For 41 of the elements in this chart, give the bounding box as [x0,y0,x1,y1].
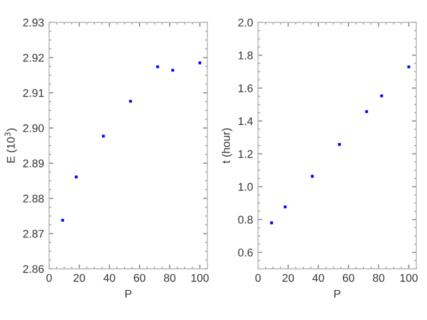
x-tick-label: 0 [255,274,261,282]
y-tick-label: 2.93 [23,18,44,27]
y-tick-label: 0.8 [238,216,253,224]
x-tick-label: 20 [282,274,294,282]
x-tick-label: 80 [372,274,384,282]
point [129,100,132,103]
x-tick-label: 40 [312,274,324,282]
y-tick-label: 2.90 [23,124,44,132]
point [338,143,341,146]
y-tick-label: 0.6 [238,248,253,257]
x-tick-label: 80 [164,274,176,282]
x-tick-label: 60 [342,274,354,282]
x-axis-title: P [334,290,340,298]
y-tick-label: 1.8 [238,52,253,60]
y-axis-title: t (hour) [222,128,232,164]
x-tick-label: 20 [74,274,85,282]
x-tick-label: 100 [191,274,209,282]
y-tick-label: 2.91 [23,89,44,97]
point [365,110,368,113]
x-tick-label: 100 [400,274,418,282]
point [74,176,78,178]
y-tick-label: 2.86 [23,265,44,273]
y-tick-label: 1.4 [238,117,253,125]
x-axis-title: P [125,290,132,298]
point [284,205,287,208]
y-tick-label: 2.88 [23,194,44,203]
y-tick-label: 2.0 [238,18,253,27]
y-tick-label: 2.89 [23,159,44,168]
x-tick-label: 0 [46,274,52,282]
point [198,61,202,64]
y-tick-label: 1.6 [238,84,253,92]
y-tick-label: 1.0 [238,182,253,191]
y-tick-label: 1.2 [238,150,253,158]
y-axis-title: E (10$^{3}$) [4,128,17,163]
point [102,134,105,138]
point [270,221,273,224]
x-tick-label: 40 [103,274,116,282]
x-tick-label: 60 [134,274,146,282]
y-tick-label: 2.92 [23,54,44,62]
point [407,66,410,68]
y-tick-label: 2.87 [23,230,44,238]
